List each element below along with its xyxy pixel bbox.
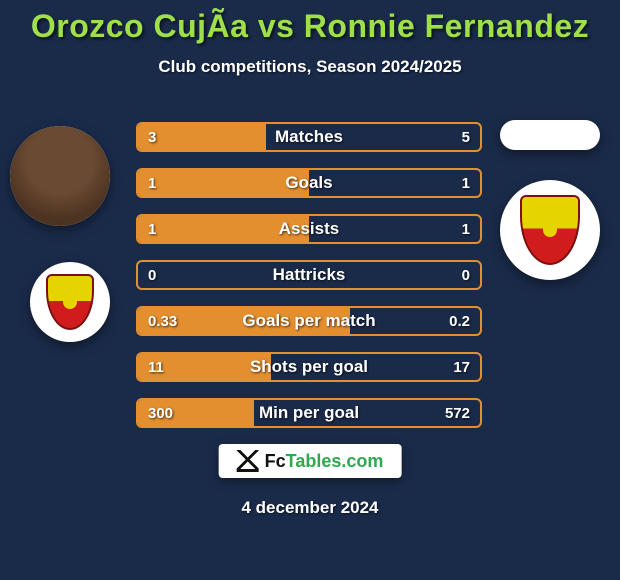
stat-right-value: 17	[453, 354, 470, 380]
stat-row: 0Hattricks0	[136, 260, 482, 290]
page-title: Orozco CujÃa vs Ronnie Fernandez	[0, 0, 620, 45]
stat-right-value: 572	[445, 400, 470, 426]
brand-text-left: Fc	[265, 451, 286, 471]
brand-text: FcTables.com	[265, 451, 384, 472]
stat-right-value: 0	[462, 262, 470, 288]
stat-label: Min per goal	[138, 400, 480, 426]
date-text: 4 december 2024	[0, 498, 620, 518]
stat-right-value: 1	[462, 170, 470, 196]
subtitle: Club competitions, Season 2024/2025	[0, 57, 620, 77]
stat-row: 1Goals1	[136, 168, 482, 198]
stat-right-value: 5	[462, 124, 470, 150]
stat-label: Shots per goal	[138, 354, 480, 380]
player-right-avatar	[500, 120, 600, 150]
stat-label: Assists	[138, 216, 480, 242]
stat-row: 300Min per goal572	[136, 398, 482, 428]
player-left-avatar	[10, 126, 110, 226]
stat-row: 3Matches5	[136, 122, 482, 152]
stat-row: 1Assists1	[136, 214, 482, 244]
stat-row: 0.33Goals per match0.2	[136, 306, 482, 336]
brand-text-right: Tables.com	[286, 451, 384, 471]
stat-label: Goals per match	[138, 308, 480, 334]
stat-right-value: 1	[462, 216, 470, 242]
stat-label: Hattricks	[138, 262, 480, 288]
shield-icon	[520, 195, 580, 265]
stat-row: 11Shots per goal17	[136, 352, 482, 382]
stat-label: Goals	[138, 170, 480, 196]
player-left-face	[10, 126, 110, 226]
comparison-card: Orozco CujÃa vs Ronnie Fernandez Club co…	[0, 0, 620, 580]
player-right-club-badge	[500, 180, 600, 280]
stat-bars: 3Matches51Goals11Assists10Hattricks00.33…	[136, 122, 482, 444]
brand-logo: FcTables.com	[219, 444, 402, 478]
chart-icon	[237, 450, 259, 472]
stat-right-value: 0.2	[449, 308, 470, 334]
stat-label: Matches	[138, 124, 480, 150]
shield-icon	[46, 274, 94, 330]
player-left-club-badge	[30, 262, 110, 342]
